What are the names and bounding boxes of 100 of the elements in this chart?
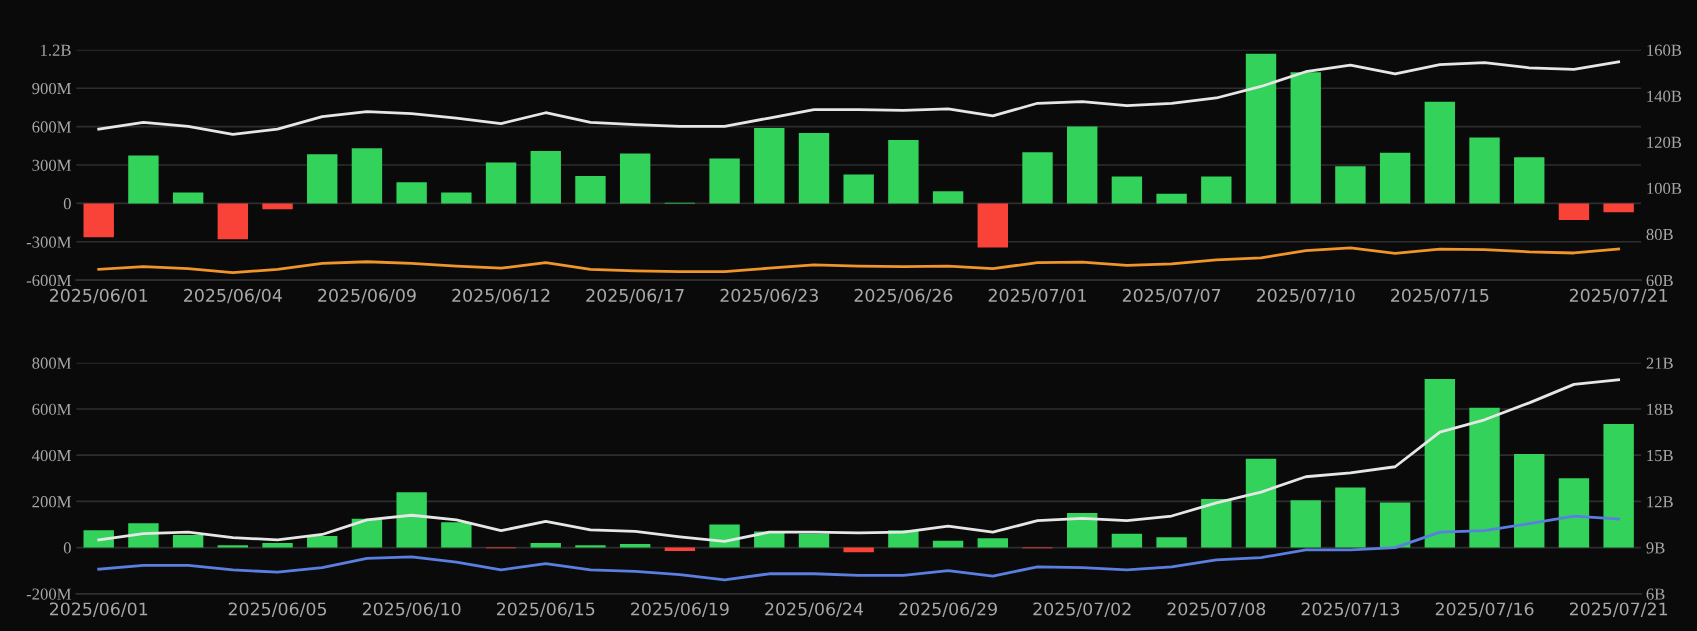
y2-tick-label: 160B	[1647, 44, 1682, 56]
bar	[1603, 203, 1634, 213]
bar	[1379, 502, 1411, 548]
bar	[1558, 478, 1590, 548]
bar	[83, 203, 114, 238]
bar	[1290, 72, 1321, 204]
bar	[1469, 407, 1500, 548]
x-tick-label: 2025/07/02	[1033, 602, 1131, 617]
x-tick-label: 2025/06/24	[765, 602, 864, 617]
bar	[888, 140, 919, 204]
x-tick-label: 2025/07/15	[1391, 288, 1489, 304]
y2-tick-label: 100B	[1647, 182, 1682, 194]
x-tick-label: 2025/06/01	[49, 602, 148, 617]
bar	[1424, 378, 1456, 548]
bar	[217, 545, 249, 548]
bar	[1558, 203, 1590, 221]
y-tick-label: -200M	[26, 588, 72, 600]
bar	[709, 158, 740, 204]
bar	[1245, 458, 1277, 548]
bar	[307, 536, 338, 548]
bar	[1067, 126, 1098, 204]
bar	[83, 530, 114, 548]
x-tick-label: 2025/07/16	[1435, 602, 1534, 617]
bar	[396, 182, 427, 204]
bar	[485, 162, 517, 204]
y-tick-label: -300M	[26, 236, 72, 248]
x-tick-label: 2025/06/10	[362, 602, 461, 617]
bar	[172, 192, 204, 204]
bar	[441, 192, 472, 204]
x-tick-label: 2025/06/19	[631, 602, 729, 617]
y2-tick-label: 140B	[1647, 90, 1682, 102]
y-tick-label: 0	[63, 198, 71, 210]
x-tick-label: 2025/07/21	[1569, 602, 1668, 617]
x-tick-label: 2025/07/08	[1167, 602, 1266, 617]
line-series	[97, 246, 1621, 274]
x-tick-label: 2025/06/17	[586, 288, 684, 304]
y-tick-label: 600M	[32, 403, 72, 415]
bar	[754, 127, 785, 204]
bar	[1111, 533, 1143, 548]
x-tick-label: 2025/06/12	[452, 288, 550, 304]
bar	[128, 155, 159, 204]
bar	[441, 522, 472, 548]
y2-tick-label: 15B	[1647, 449, 1673, 462]
bar	[1156, 193, 1187, 204]
y-tick-label: 0	[63, 542, 71, 554]
bar	[307, 154, 338, 204]
x-tick-label: 2025/07/07	[1122, 288, 1221, 304]
bar	[798, 133, 830, 204]
line-series	[97, 60, 1621, 136]
y2-tick-label: 9B	[1646, 542, 1665, 554]
bar	[977, 203, 1008, 248]
bar	[1156, 537, 1187, 548]
bar	[351, 518, 383, 548]
bar	[1067, 512, 1098, 548]
bar	[1514, 454, 1545, 548]
x-tick-label: 2025/07/01	[988, 288, 1086, 304]
bar	[530, 150, 561, 204]
bar	[217, 203, 249, 240]
y-tick-label: 600M	[32, 121, 72, 133]
y-tick-label: 1.2B	[41, 44, 71, 56]
x-tick-label: 2025/06/05	[228, 602, 327, 617]
x-tick-label: 2025/06/23	[720, 288, 818, 304]
y2-tick-label: 12B	[1647, 496, 1673, 508]
y-tick-label: 200M	[32, 496, 72, 508]
bar	[932, 191, 964, 204]
bar	[1245, 53, 1277, 204]
x-tick-label: 2025/06/04	[184, 288, 282, 304]
x-tick-label: 2025/06/26	[854, 288, 953, 304]
bar	[1335, 487, 1366, 548]
line-series	[97, 514, 1621, 582]
bar	[798, 533, 830, 548]
bar	[1201, 176, 1232, 204]
bar	[575, 545, 606, 548]
x-tick-label: 2025/06/29	[899, 602, 997, 617]
y-tick-label: -600M	[26, 274, 72, 287]
x-tick-label: 2025/07/10	[1256, 288, 1355, 304]
y2-tick-label: 80B	[1646, 228, 1673, 241]
bar	[262, 542, 293, 548]
y-tick-label: 900M	[32, 82, 72, 95]
y2-tick-label: 18B	[1647, 403, 1673, 415]
bar	[843, 174, 874, 204]
x-tick-label: 2025/07/13	[1301, 602, 1400, 617]
bar	[1424, 101, 1456, 204]
bar	[1201, 499, 1232, 548]
line-series	[97, 378, 1621, 543]
bar	[575, 175, 606, 204]
bar	[1022, 152, 1053, 204]
bar	[351, 148, 383, 204]
bar	[1335, 166, 1366, 204]
bar	[396, 492, 427, 548]
bar	[1514, 157, 1545, 204]
bar	[1603, 424, 1634, 548]
bar	[172, 534, 204, 548]
x-tick-label: 2025/07/21	[1569, 288, 1668, 304]
y-tick-label: 300M	[32, 159, 72, 171]
bar	[932, 540, 964, 548]
x-tick-label: 2025/06/15	[496, 602, 595, 617]
bar	[619, 153, 651, 204]
y-tick-label: 800M	[32, 357, 72, 369]
bar	[1111, 176, 1143, 204]
